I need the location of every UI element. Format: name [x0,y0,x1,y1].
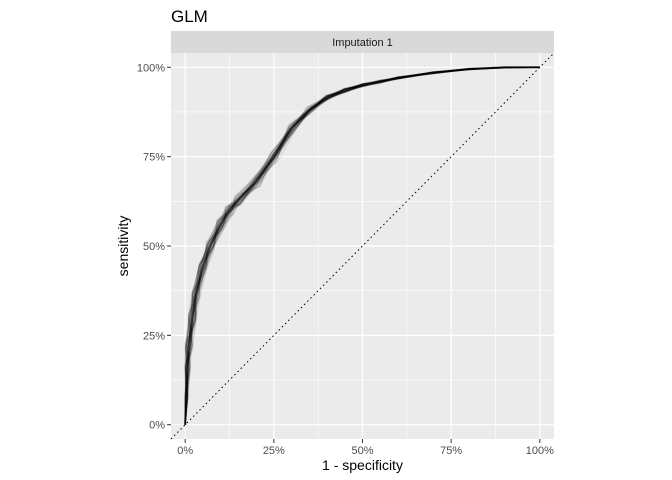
y-axis-ticks: 0% 25% 50% 75% 100% [137,62,171,432]
facet-strip [171,31,554,53]
x-tick-label: 25% [263,445,285,457]
grid-major [171,53,554,439]
x-tick-label: 75% [440,445,462,457]
y-tick-label: 50% [143,241,165,253]
y-tick-label: 25% [143,330,165,342]
y-tick-label: 75% [143,152,165,164]
x-axis-ticks: 0% 25% 50% 75% 100% [177,439,554,457]
x-axis-title: 1 - specificity [322,457,403,473]
y-tick-label: 100% [137,62,165,74]
roc-curve-core [184,66,540,425]
facet-label: Imputation 1 [332,37,393,49]
y-axis-title: sensitivity [115,216,131,277]
roc-curves [184,66,540,425]
x-tick-label: 100% [526,445,554,457]
x-tick-label: 0% [177,445,193,457]
x-tick-label: 50% [351,445,373,457]
roc-curve-line [184,66,540,425]
reference-diagonal [170,52,555,440]
chart-title: GLM [171,7,208,26]
y-tick-label: 0% [149,420,165,432]
